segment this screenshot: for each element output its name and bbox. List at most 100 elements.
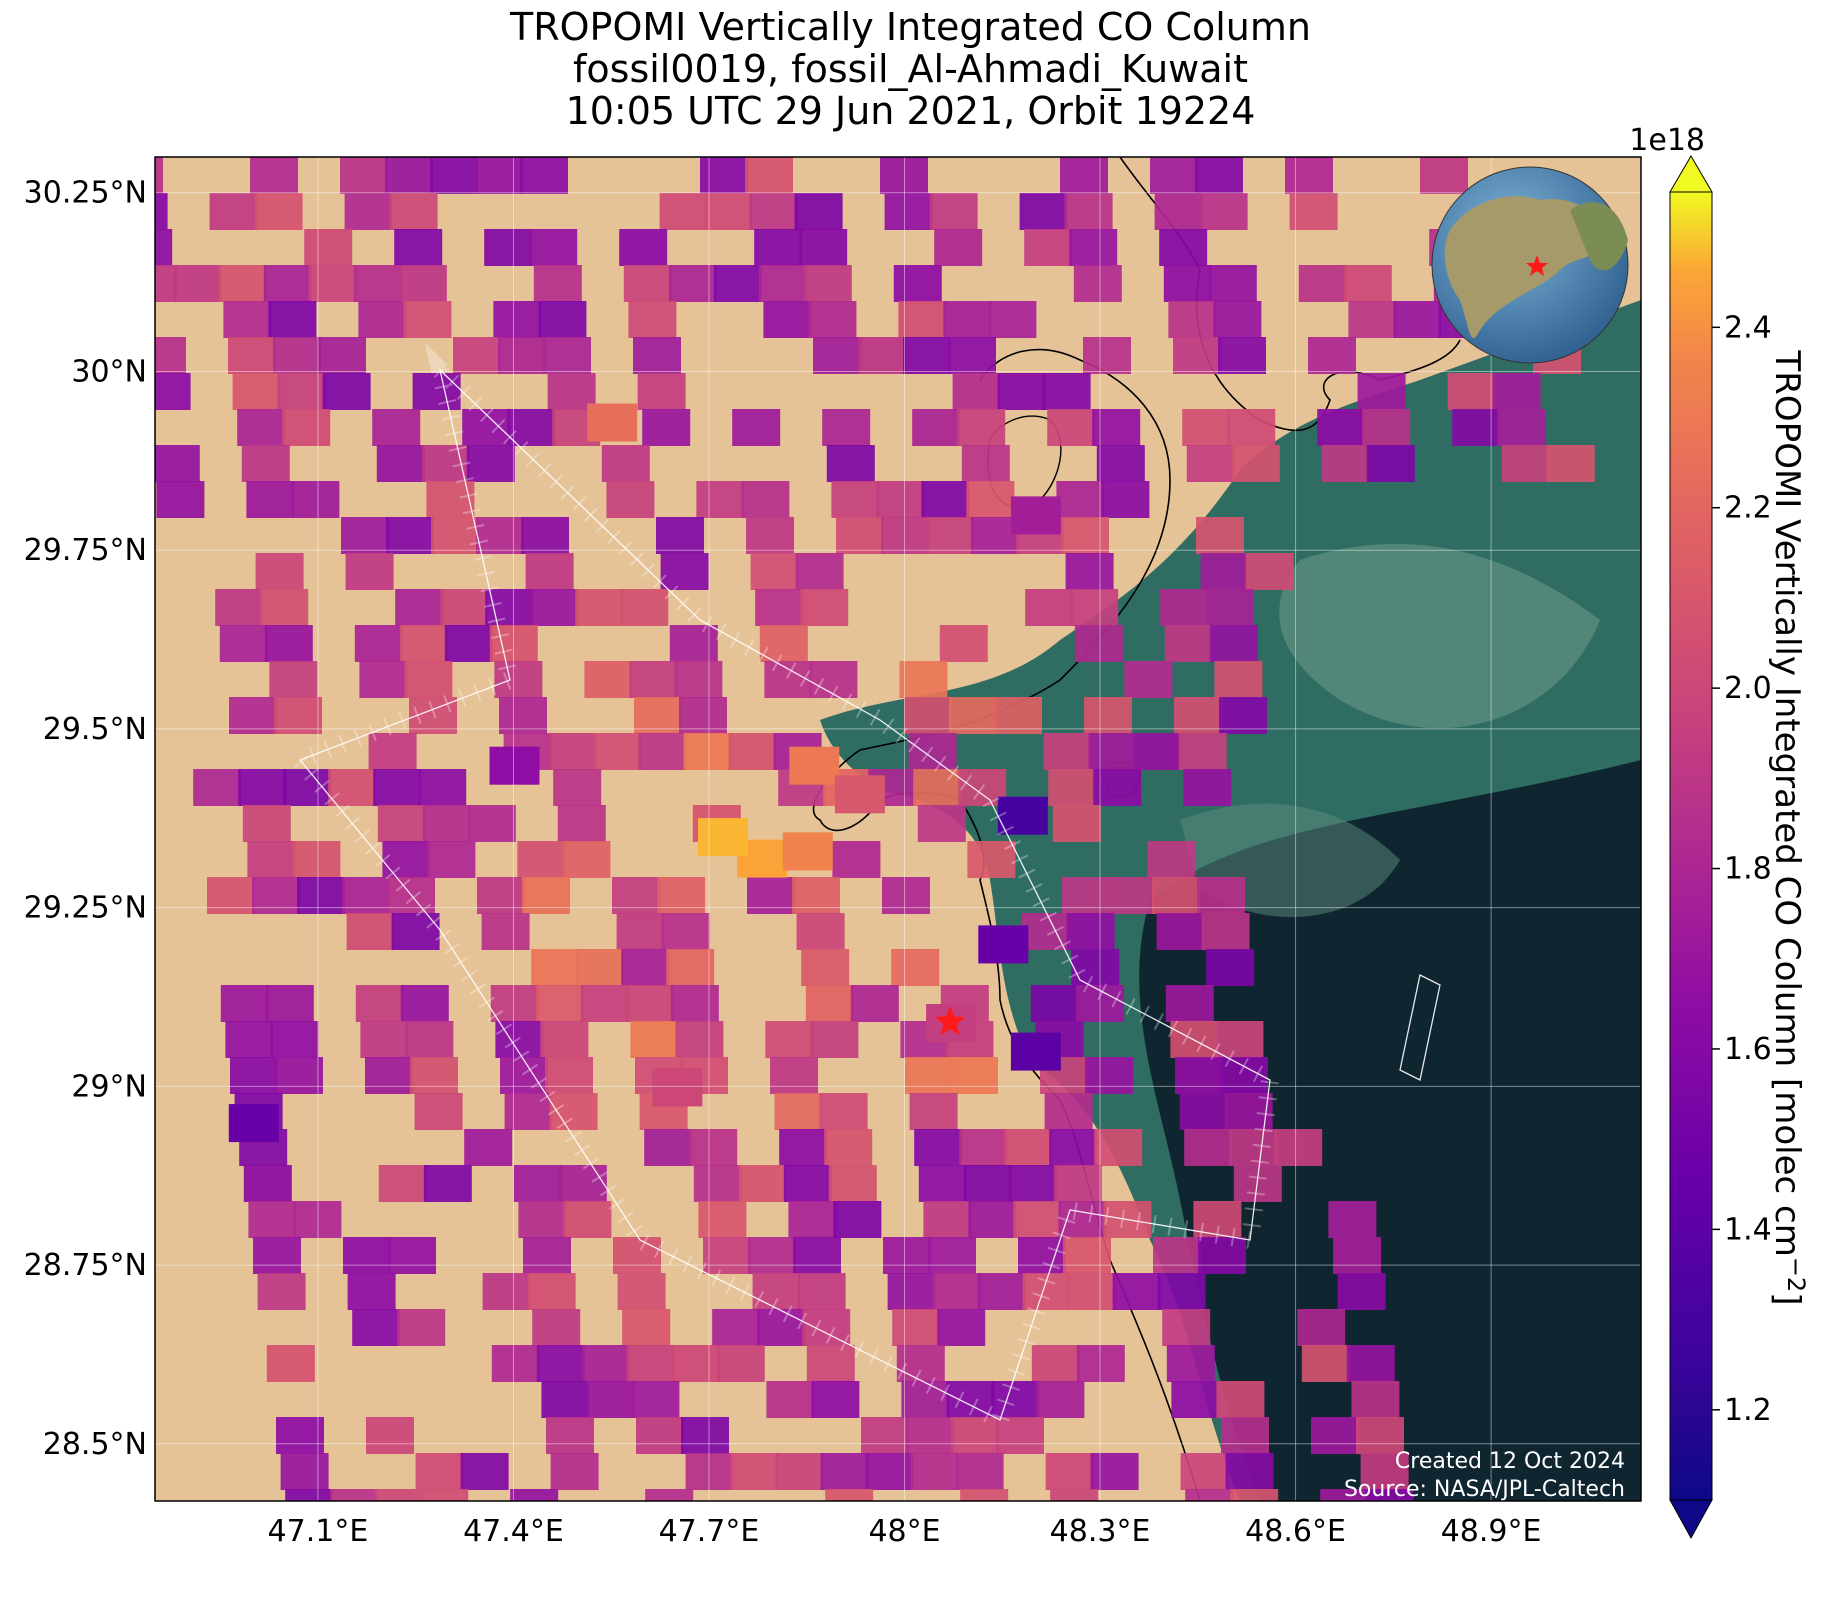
co-pixel [297, 877, 345, 914]
co-pixel [955, 1453, 1004, 1490]
co-pixel [460, 1453, 509, 1490]
co-pixel [671, 1345, 720, 1382]
co-pixel [810, 1021, 859, 1058]
co-pixel [675, 1021, 724, 1058]
co-pixel [494, 661, 543, 698]
co-pixel [1174, 697, 1222, 734]
co-pixel [238, 769, 287, 806]
co-pixel [593, 733, 642, 770]
co-pixel [1185, 1489, 1234, 1501]
co-pixel [1168, 301, 1217, 338]
co-pixel [805, 985, 854, 1022]
co-pixel [1092, 409, 1141, 446]
co-pixel [921, 481, 970, 518]
co-pixel [755, 589, 804, 626]
globe-star-marker [1526, 255, 1548, 276]
co-data-pixel [652, 1068, 703, 1107]
co-pixel [1070, 589, 1119, 626]
co-pixel [550, 1453, 599, 1490]
co-pixel [1197, 877, 1245, 914]
co-data-pixel [587, 403, 638, 442]
co-pixel [750, 553, 799, 590]
co-pixel [1073, 265, 1122, 302]
co-pixel [533, 265, 582, 302]
hatched-region-main [298, 368, 1271, 1421]
co-pixel [1233, 1165, 1282, 1202]
co-pixel [423, 1165, 472, 1202]
chart-title-line2: fossil0019, fossil_Al-Ahmadi_Kuwait [573, 47, 1248, 91]
chart-title-line3: 10:05 UTC 29 Jun 2021, Orbit 19224 [565, 89, 1256, 133]
co-pixel [584, 661, 633, 698]
co-pixel [896, 1345, 945, 1382]
co-pixel [1112, 1273, 1161, 1310]
co-pixel [260, 589, 309, 626]
co-pixel [1036, 1381, 1085, 1418]
co-pixel [421, 445, 470, 482]
co-pixel [952, 373, 1001, 410]
co-pixel [923, 1201, 972, 1238]
co-pixel [683, 733, 732, 770]
co-pixel [730, 1453, 779, 1490]
co-pixel [1064, 193, 1113, 230]
co-pixel [891, 949, 940, 986]
co-pixel [418, 769, 467, 806]
co-pixel [220, 985, 269, 1022]
co-pixel [270, 1021, 319, 1058]
co-pixel [630, 1021, 679, 1058]
co-pixel [1063, 1237, 1111, 1274]
co-pixel [802, 1309, 851, 1346]
co-pixel [826, 445, 875, 482]
co-pixel [779, 1129, 828, 1166]
co-pixel [580, 985, 629, 1022]
co-pixel [207, 877, 255, 914]
co-pixel [1030, 985, 1079, 1022]
co-pixel [538, 301, 587, 338]
co-pixel [1289, 193, 1338, 230]
co-pixel [1231, 445, 1280, 482]
colorbar-label-close: ] [1767, 1292, 1807, 1305]
hatched-regions [285, 342, 1441, 1433]
co-pixel [681, 1417, 729, 1454]
co-pixel [766, 1381, 815, 1418]
co-pixel [376, 445, 425, 482]
co-pixel [960, 1489, 1009, 1501]
co-pixel [389, 193, 438, 230]
co-pixel [522, 877, 570, 914]
co-data-pixel [834, 775, 885, 814]
co-pixel [1066, 913, 1115, 950]
co-pixel [1147, 841, 1196, 878]
co-pixel [246, 481, 295, 518]
co-pixel [1420, 157, 1468, 194]
co-pixel [493, 301, 542, 338]
co-pixel [1160, 589, 1209, 626]
co-pixel [1044, 1093, 1093, 1130]
co-pixel-layer [155, 157, 1595, 1501]
lon-tick-labels: 47.1°E 47.4°E 47.7°E 48°E 48.3°E 48.6°E 48.9°E [268, 1514, 1542, 1549]
co-pixel [345, 553, 394, 590]
co-pixel [540, 1021, 589, 1058]
co-pixel [674, 661, 723, 698]
co-pixel [1164, 625, 1213, 662]
co-pixel [1199, 193, 1248, 230]
co-pixel [341, 517, 389, 554]
co-pixel [1062, 877, 1110, 914]
co-pixel [475, 157, 523, 194]
co-pixel [422, 805, 471, 842]
colorbar-scale-factor: 1e18 [1629, 123, 1705, 158]
co-pixel [1308, 337, 1356, 374]
co-pixel [1162, 1309, 1211, 1346]
co-pixel [832, 841, 881, 878]
co-pixel [1107, 877, 1155, 914]
co-pixel [957, 409, 1006, 446]
co-pixel [368, 733, 417, 770]
co-pixel [229, 697, 277, 734]
co-pixel [358, 301, 407, 338]
co-pixel [759, 625, 808, 662]
sediment-plume [1279, 543, 1600, 729]
lon-tick-label: 47.1°E [268, 1514, 369, 1549]
co-pixel [1225, 1453, 1274, 1490]
co-data-pixel [698, 818, 748, 857]
co-pixel [666, 949, 715, 986]
co-pixel [656, 517, 704, 554]
co-pixel [948, 337, 996, 374]
